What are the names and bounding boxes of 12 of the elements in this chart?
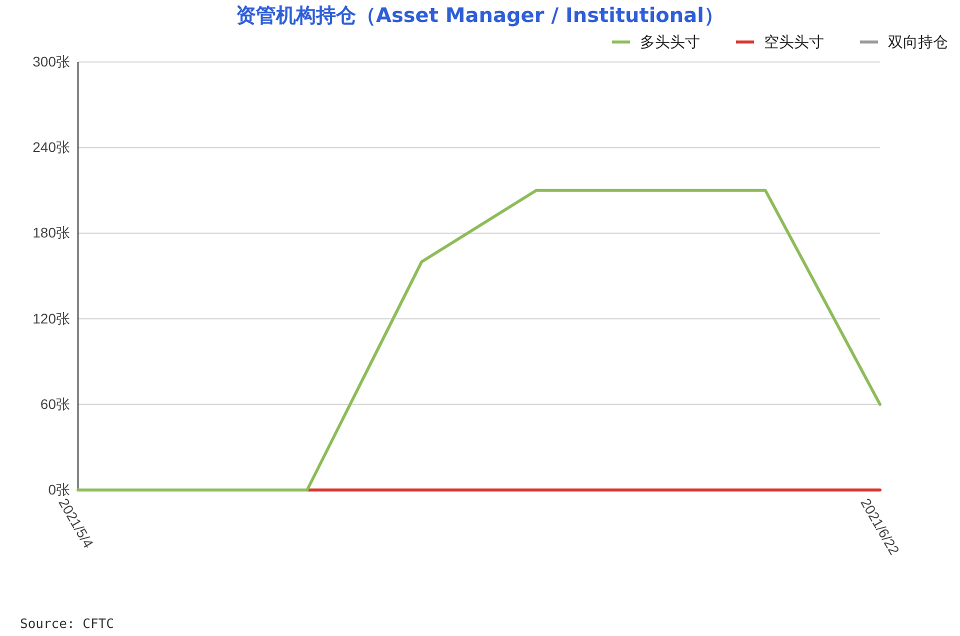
legend-label: 空头头寸 (764, 33, 824, 51)
line-series (76, 188, 882, 492)
source-note: Source: CFTC (20, 617, 114, 632)
chart-title: 资管机构持仓（Asset Manager / Institutional） (236, 3, 724, 27)
y-tick-label: 180张 (32, 224, 70, 241)
y-tick-label: 60张 (40, 396, 70, 412)
y-tick-label: 0张 (48, 481, 70, 498)
legend-label: 双向持仓 (888, 33, 948, 51)
y-tick-label: 240张 (32, 139, 70, 156)
y-tick-label: 300张 (32, 53, 70, 70)
legend-label: 多头头寸 (640, 33, 700, 51)
y-tick-label: 120张 (32, 310, 70, 326)
